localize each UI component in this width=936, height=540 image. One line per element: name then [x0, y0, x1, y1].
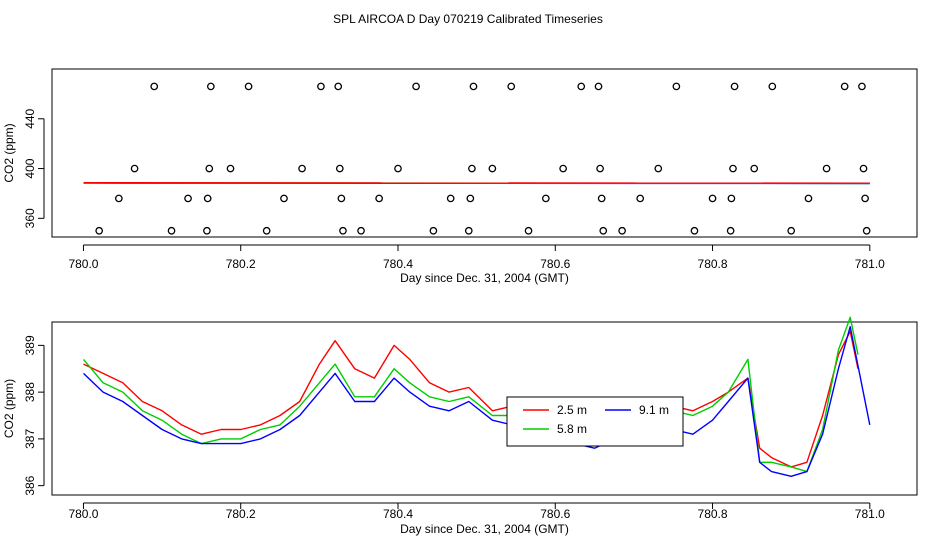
- figure-title: SPL AIRCOA D Day 070219 Calibrated Times…: [333, 12, 603, 26]
- y-tick-label: 400: [23, 158, 37, 178]
- plot-frame: [51, 68, 918, 238]
- data-point: [262, 226, 271, 235]
- y-axis-label: CO2 (ppm): [2, 379, 16, 438]
- legend-label: 2.5 m: [557, 403, 587, 417]
- data-point: [446, 194, 455, 203]
- data-point: [804, 194, 813, 203]
- data-point: [464, 226, 473, 235]
- data-point: [184, 194, 192, 203]
- data-point: [524, 226, 533, 235]
- data-point: [357, 226, 365, 235]
- data-point: [858, 82, 866, 91]
- y-tick-label: 386: [23, 475, 37, 495]
- data-point: [466, 194, 475, 203]
- data-point: [690, 226, 699, 235]
- x-tick-label: 780.8: [698, 257, 728, 271]
- data-point: [205, 164, 214, 173]
- data-point: [226, 164, 235, 173]
- series-line-9-1-m: [83, 326, 871, 477]
- x-tick-label: 780.8: [698, 507, 728, 521]
- data-point: [488, 164, 497, 173]
- data-point: [114, 194, 123, 203]
- data-point: [541, 194, 550, 203]
- data-point: [727, 194, 736, 203]
- data-point: [726, 226, 735, 235]
- data-point: [822, 164, 831, 173]
- top-scatter-panel: 780.0 780.2 780.4 780.6 780.8 781.0 Day since …: [2, 68, 918, 285]
- y-tick-label: 388: [23, 382, 37, 402]
- legend-label: 5.8 m: [557, 422, 587, 436]
- data-point: [298, 164, 306, 173]
- y-tick-label: 440: [23, 108, 37, 128]
- legend-label: 9.1 m: [639, 403, 669, 417]
- x-tick-label: 780.0: [68, 507, 98, 521]
- y-tick-label: 387: [23, 429, 37, 449]
- data-point: [337, 194, 346, 203]
- data-point: [339, 226, 347, 235]
- legend: 2.5 m 5.8 m 9.1 m: [506, 396, 684, 447]
- data-point: [577, 82, 586, 91]
- x-tick-label: 780.2: [226, 507, 256, 521]
- x-tick-label: 780.4: [383, 507, 413, 521]
- data-point: [280, 194, 288, 203]
- data-point: [203, 194, 212, 203]
- x-tick-label: 780.0: [68, 257, 98, 271]
- data-point: [429, 226, 438, 235]
- data-point: [618, 226, 626, 235]
- data-point: [335, 164, 344, 173]
- x-tick-label: 780.6: [540, 257, 570, 271]
- data-point: [130, 164, 139, 173]
- data-point: [636, 194, 645, 203]
- data-point: [203, 226, 211, 235]
- data-point: [708, 194, 717, 203]
- plot-frame: [51, 321, 918, 496]
- data-point: [654, 164, 663, 173]
- data-point: [840, 82, 849, 91]
- series-line-2-5-m: [83, 330, 859, 468]
- x-tick-label: 780.4: [383, 257, 413, 271]
- data-point: [596, 164, 604, 173]
- data-point: [729, 164, 737, 173]
- data-point: [559, 164, 567, 173]
- data-point: [469, 82, 478, 91]
- data-point: [507, 82, 516, 91]
- x-tick-label: 781.0: [855, 507, 885, 521]
- data-point: [787, 226, 796, 235]
- x-tick-label: 781.0: [855, 257, 885, 271]
- data-point: [468, 164, 476, 173]
- data-point: [150, 82, 159, 91]
- data-point: [317, 82, 325, 91]
- data-point: [412, 82, 420, 91]
- data-point: [597, 194, 606, 203]
- series-line-5-8-m: [82, 316, 859, 473]
- x-axis-label: Day since Dec. 31, 2004 (GMT): [400, 522, 569, 536]
- data-point: [672, 82, 681, 91]
- legend-box: [506, 396, 684, 447]
- y-tick-label: 389: [23, 335, 37, 355]
- data-point: [95, 226, 104, 235]
- data-point: [730, 82, 739, 91]
- data-point: [750, 164, 759, 173]
- data-point: [768, 82, 777, 91]
- data-point: [861, 194, 869, 203]
- data-point: [394, 164, 402, 173]
- series-line-2-5-m: [83, 181, 870, 184]
- data-point: [206, 82, 215, 91]
- bottom-timeseries-panel: 780.0 780.2 780.4 780.6 780.8 781.0 Day since …: [2, 316, 918, 536]
- data-point: [167, 226, 176, 235]
- x-tick-label: 780.6: [540, 507, 570, 521]
- data-point: [375, 194, 383, 203]
- data-point: [599, 226, 608, 235]
- y-tick-label: 360: [23, 208, 37, 228]
- data-point: [594, 82, 603, 91]
- data-point: [862, 226, 871, 235]
- data-point: [334, 82, 343, 91]
- data-point: [859, 164, 868, 173]
- data-point: [244, 82, 253, 91]
- y-axis-label: CO2 (ppm): [2, 123, 16, 182]
- x-tick-label: 780.2: [226, 257, 256, 271]
- x-axis-label: Day since Dec. 31, 2004 (GMT): [400, 271, 569, 285]
